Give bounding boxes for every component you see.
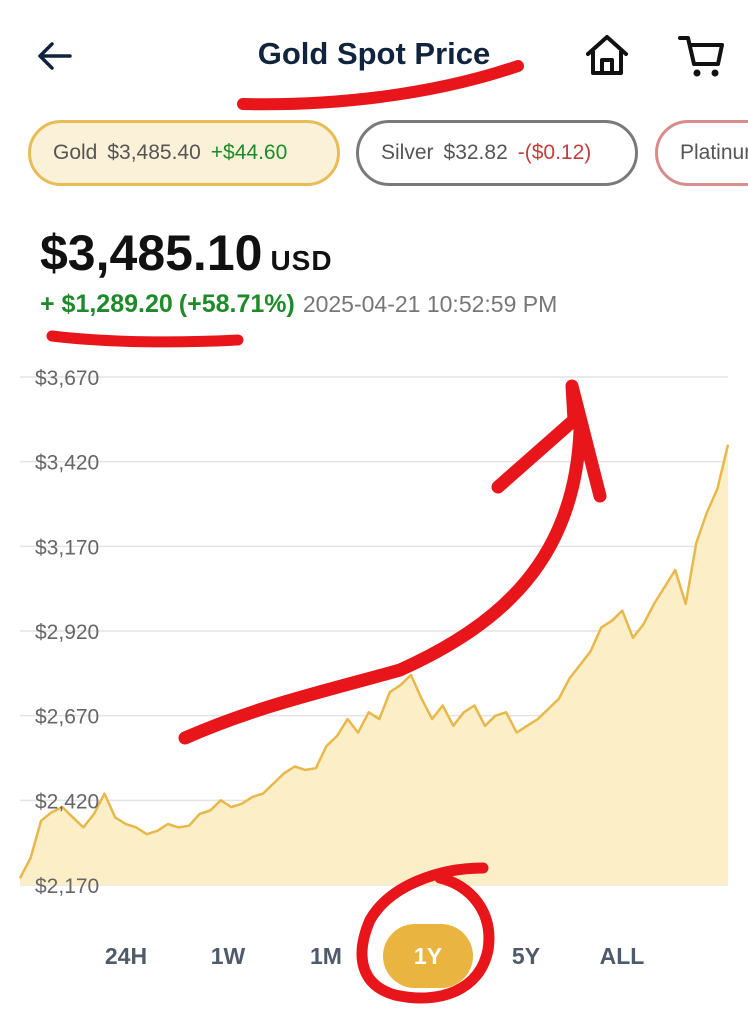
chip-change: -($0.12) — [517, 141, 592, 164]
chip-metal-name: Platinum — [680, 141, 748, 164]
arrow-left-icon — [38, 42, 72, 70]
range-tab-5y[interactable]: 5Y — [511, 943, 541, 969]
metal-chip-gold[interactable]: Gold $3,485.40 +$44.60 — [28, 120, 340, 186]
current-price: $3,485.10 USD — [40, 224, 333, 282]
range-selector: 24H 1W 1M 1Y 5Y ALL — [0, 924, 748, 988]
price-currency: USD — [270, 245, 333, 276]
metal-selector: Gold $3,485.40 +$44.60 Silver $32.82 -($… — [0, 120, 748, 190]
range-tab-1y[interactable]: 1Y — [383, 924, 473, 988]
range-tab-all[interactable]: ALL — [599, 943, 645, 969]
price-chart[interactable]: $2,170 $2,420 $2,670 $2,920 $3,170 $3,420 $3,6… — [0, 350, 748, 910]
change-percent: (+58.71%) — [178, 290, 295, 318]
page-title: Gold Spot Price — [257, 36, 491, 71]
price-change: + $1,289.20 (+58.71%) 2025-04-21 10:52:59 … — [40, 290, 557, 319]
metal-chip-platinum[interactable]: Platinum — [655, 120, 748, 186]
y-tick-label: $3,670 — [35, 367, 99, 390]
range-tab-1m[interactable]: 1M — [310, 943, 342, 969]
price-value: $3,485.10 — [40, 225, 263, 281]
chip-metal-name: Gold — [53, 141, 98, 164]
y-tick-label: $2,420 — [35, 790, 99, 813]
cart-icon — [678, 36, 724, 77]
chip-change: +$44.60 — [210, 141, 288, 164]
y-tick-label: $2,170 — [35, 875, 99, 898]
y-tick-label: $2,920 — [35, 621, 99, 644]
chip-price: $3,485.40 — [107, 141, 201, 164]
change-amount: + $1,289.20 — [40, 290, 173, 318]
chip-metal-name: Silver — [381, 141, 434, 164]
y-tick-label: $2,670 — [35, 706, 99, 729]
back-button[interactable] — [30, 34, 78, 82]
home-icon — [586, 35, 628, 75]
range-tab-1w[interactable]: 1W — [210, 943, 246, 969]
y-tick-label: $3,420 — [35, 452, 99, 475]
home-button[interactable] — [582, 30, 632, 80]
cart-button[interactable] — [676, 30, 728, 82]
range-tab-24h[interactable]: 24H — [104, 943, 148, 969]
app-header: Gold Spot Price — [0, 0, 748, 112]
price-area-fill — [20, 444, 728, 885]
metal-chip-silver[interactable]: Silver $32.82 -($0.12) — [356, 120, 638, 186]
y-tick-label: $3,170 — [35, 536, 99, 559]
annotation-change-underline — [46, 330, 244, 348]
chip-price: $32.82 — [443, 141, 508, 164]
price-timestamp: 2025-04-21 10:52:59 PM — [302, 291, 558, 317]
